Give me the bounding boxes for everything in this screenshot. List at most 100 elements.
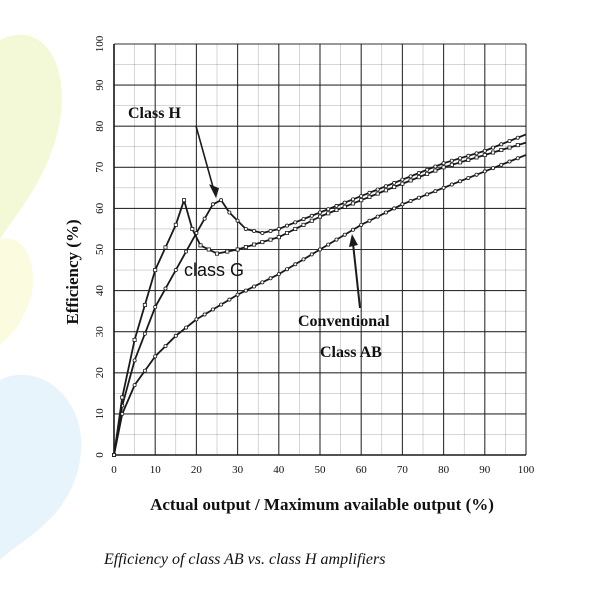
data-point	[142, 302, 147, 307]
y-tick-label: 0	[94, 452, 106, 458]
series-lines	[112, 133, 527, 457]
data-point	[507, 145, 512, 150]
data-point	[317, 210, 322, 215]
annotation-class-ab: Class AB	[320, 344, 382, 361]
figure-caption: Efficiency of class AB vs. class H ampli…	[104, 551, 386, 568]
data-point	[235, 247, 240, 252]
data-point	[184, 249, 189, 254]
data-point	[219, 302, 224, 307]
y-tick-label: 90	[94, 79, 106, 91]
annotations: Class H class G Conventional Class AB	[128, 105, 390, 361]
annotation-arrow-class-h	[195, 125, 216, 195]
data-point	[252, 229, 257, 234]
data-point	[416, 175, 421, 180]
data-point	[433, 164, 438, 169]
annotation-arrow-class-ab	[351, 242, 361, 309]
data-point	[507, 159, 512, 164]
data-point	[173, 268, 178, 273]
data-point	[194, 317, 199, 322]
data-point	[350, 201, 355, 206]
data-point	[163, 245, 168, 250]
data-point	[276, 235, 281, 240]
data-point	[392, 206, 397, 211]
data-point	[466, 157, 471, 162]
annotation-conventional: Conventional	[298, 313, 390, 330]
data-point	[499, 162, 504, 167]
data-point	[334, 208, 339, 213]
x-tick-label: 70	[397, 464, 409, 476]
data-point	[268, 276, 273, 281]
y-tick-label: 30	[94, 326, 106, 338]
annotation-class-h: Class H	[128, 105, 181, 122]
data-point	[383, 188, 388, 193]
data-point	[285, 267, 290, 272]
data-point	[482, 152, 487, 157]
data-point	[309, 252, 314, 257]
x-tick-label: 0	[111, 464, 117, 476]
data-point	[235, 218, 240, 223]
data-point	[392, 180, 397, 185]
data-point	[433, 168, 438, 173]
data-point	[408, 178, 413, 183]
annotation-arrowhead-class-h	[209, 184, 219, 199]
data-point	[375, 191, 380, 196]
data-point	[449, 162, 454, 167]
data-point	[317, 214, 322, 219]
data-point	[350, 197, 355, 202]
data-point	[202, 312, 207, 317]
data-point	[268, 237, 273, 242]
data-point	[293, 262, 298, 267]
data-point	[243, 245, 248, 250]
y-tick-label: 50	[94, 244, 106, 256]
data-point	[202, 216, 207, 221]
data-point	[383, 210, 388, 215]
data-point	[260, 280, 265, 285]
data-point	[375, 214, 380, 219]
y-tick-label: 40	[94, 285, 106, 297]
data-point	[326, 211, 331, 216]
annotation-arrowhead-class-ab	[348, 234, 358, 248]
data-point	[474, 155, 479, 160]
data-point	[293, 226, 298, 231]
data-point	[342, 200, 347, 205]
data-point	[466, 153, 471, 158]
data-point	[400, 202, 405, 207]
data-point	[198, 243, 203, 248]
x-tick-label: 30	[232, 464, 244, 476]
data-point	[515, 135, 520, 140]
data-point	[235, 292, 240, 297]
data-point	[206, 247, 211, 252]
y-tick-label: 100	[94, 35, 106, 52]
x-tick-label: 40	[273, 464, 285, 476]
y-tick-label: 20	[94, 367, 106, 379]
y-axis-label: Efficiency (%)	[63, 219, 82, 324]
data-point	[367, 190, 372, 195]
data-point	[163, 344, 168, 349]
data-point	[132, 337, 137, 342]
data-point	[458, 160, 463, 165]
data-point	[350, 227, 355, 232]
data-point	[499, 148, 504, 153]
data-point	[441, 161, 446, 166]
data-point	[491, 145, 496, 150]
data-point	[260, 240, 265, 245]
data-point	[458, 179, 463, 184]
data-point	[449, 182, 454, 187]
data-point	[326, 242, 331, 247]
data-point	[408, 199, 413, 204]
data-point	[416, 195, 421, 200]
data-point	[482, 169, 487, 174]
x-tick-label: 80	[438, 464, 450, 476]
data-point	[458, 156, 463, 161]
axes	[113, 44, 526, 456]
data-point	[227, 297, 232, 302]
data-point	[359, 194, 364, 199]
data-point	[474, 172, 479, 177]
data-point	[441, 185, 446, 190]
data-point	[392, 185, 397, 190]
data-point	[342, 204, 347, 209]
x-tick-labels: 0 10 20 30 40 50 60 70 80 90 100	[111, 464, 535, 476]
data-point	[491, 150, 496, 155]
data-point	[301, 257, 306, 262]
